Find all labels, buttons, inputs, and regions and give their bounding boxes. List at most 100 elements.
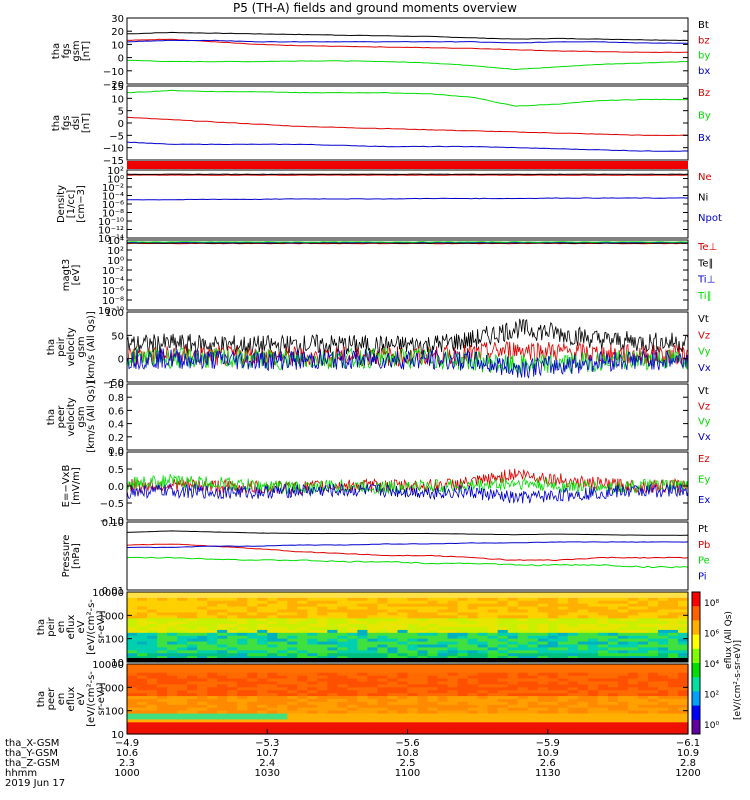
spectrogram-cell	[357, 678, 369, 683]
spectrogram-cell	[127, 699, 138, 703]
spectrogram-cell	[327, 664, 338, 668]
spectrogram-cell	[247, 725, 258, 729]
spectrogram-cell	[587, 615, 599, 619]
spectrogram-cell	[337, 719, 348, 723]
spectrogram-cell	[637, 592, 649, 596]
spectrogram-cell	[477, 675, 489, 680]
spectrogram-cell	[607, 690, 619, 694]
spectrogram-cell	[677, 621, 689, 625]
spectrogram-cell	[167, 612, 178, 616]
spectrogram-cell	[307, 713, 318, 718]
spectrogram-cell	[237, 627, 248, 631]
spectrogram-cell	[287, 704, 298, 709]
spectrogram-cell	[617, 687, 629, 691]
spectrogram-cell	[147, 722, 158, 726]
spectrogram-cell	[347, 647, 359, 651]
spectrogram-cell	[227, 641, 238, 646]
spectrogram-cell	[387, 675, 399, 680]
spectrogram-cell	[667, 609, 679, 614]
spectrogram-cell	[137, 592, 148, 596]
spectrogram-cell	[617, 707, 629, 712]
spectrogram-cell	[217, 609, 228, 614]
spectrogram-cell	[417, 647, 429, 651]
spectrogram-cell	[177, 594, 188, 599]
spectrogram-cell	[157, 638, 168, 643]
spectrogram-cell	[287, 669, 298, 674]
spectrogram-cell	[507, 678, 519, 683]
spectrogram-cell	[577, 638, 589, 643]
spectrogram-cell	[617, 653, 629, 657]
spectrogram-cell	[227, 699, 238, 703]
spectrogram-cell	[177, 600, 188, 605]
spectrogram-cell	[297, 592, 308, 596]
spectrogram-cell	[567, 728, 579, 732]
spectrogram-cell	[457, 635, 469, 640]
spectrogram-cell	[267, 704, 278, 709]
spectrogram-cell	[637, 725, 649, 729]
spectrogram-cell	[197, 597, 208, 602]
spectrogram-cell	[447, 647, 459, 651]
spectrogram-cell	[577, 696, 589, 700]
spectrogram-cell	[197, 704, 208, 709]
spectrogram-cell	[397, 656, 409, 660]
spectrogram-cell	[477, 650, 489, 654]
spectrogram-cell	[227, 707, 238, 712]
spectrogram-cell	[497, 606, 509, 611]
spectrogram-cell	[357, 731, 369, 735]
spectrogram-cell	[187, 707, 198, 712]
spectrogram-cell	[467, 707, 479, 712]
spectrogram-cell	[487, 600, 499, 605]
spectrogram-cell	[197, 669, 208, 674]
spectrogram-cell	[477, 678, 489, 683]
spectrogram-cell	[647, 644, 659, 649]
spectrogram-cell	[187, 681, 198, 686]
spectrogram-cell	[557, 707, 569, 712]
spectrogram-cell	[587, 606, 599, 611]
spectrogram-cell	[547, 638, 559, 643]
spectrogram-cell	[307, 669, 318, 674]
spectrogram-cell	[557, 664, 569, 668]
spectrogram-cell	[227, 731, 238, 735]
spectrogram-cell	[427, 687, 439, 691]
spectrogram-cell	[257, 666, 268, 671]
spectrogram-cell	[367, 675, 379, 680]
spectrogram-cell	[277, 699, 288, 703]
spectrogram-cell	[277, 615, 288, 619]
spectrogram-cell	[247, 606, 258, 611]
spectrogram-cell	[257, 699, 268, 703]
spectrogram-cell	[577, 592, 589, 596]
spectrogram-cell	[627, 693, 639, 697]
spectrogram-cell	[167, 615, 178, 619]
spectrogram-cell	[407, 716, 419, 721]
spectrogram-cell	[247, 666, 258, 671]
spectrogram-cell	[127, 594, 138, 599]
spectrogram-cell	[227, 609, 238, 614]
spectrogram-cell	[307, 690, 318, 694]
spectrogram-cell	[177, 684, 188, 688]
spectrogram-cell	[337, 592, 348, 596]
spectrogram-cell	[477, 592, 489, 596]
spectrogram-cell	[187, 650, 198, 654]
spectrogram-cell	[227, 638, 238, 643]
y-axis-label: eflux	[66, 687, 77, 712]
spectrogram-cell	[267, 618, 278, 622]
spectrogram-cell	[147, 606, 158, 611]
spectrogram-cell	[387, 672, 399, 677]
spectrogram-cell	[397, 681, 409, 686]
spectrogram-cell	[397, 693, 409, 697]
spectrogram-cell	[457, 675, 469, 680]
spectrogram-cell	[647, 696, 659, 700]
colorbar-segment	[692, 719, 700, 735]
spectrogram-cell	[587, 618, 599, 622]
spectrogram-cell	[287, 684, 298, 688]
spectrogram-cell	[587, 603, 599, 608]
spectrogram-cell	[297, 690, 308, 694]
spectrogram-cell	[397, 725, 409, 729]
spectrogram-cell	[557, 615, 569, 619]
spectrogram-cell	[137, 693, 148, 697]
spectrogram-cell	[397, 672, 409, 677]
spectrogram-cell	[617, 684, 629, 688]
spectrogram-cell	[507, 597, 519, 602]
spectrogram-cell	[567, 629, 579, 634]
spectrogram-cell	[337, 650, 348, 654]
